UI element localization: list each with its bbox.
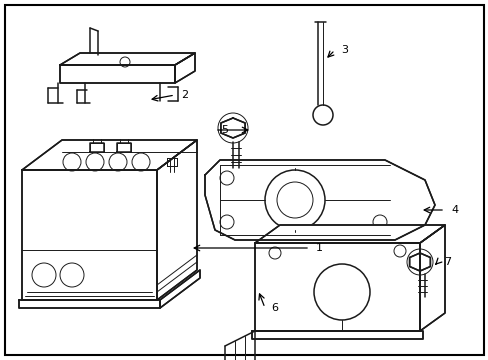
Polygon shape (221, 118, 244, 138)
Polygon shape (60, 65, 175, 83)
Text: 5: 5 (221, 125, 227, 135)
Polygon shape (254, 243, 419, 331)
Text: 2: 2 (181, 90, 188, 100)
Polygon shape (419, 225, 444, 331)
Polygon shape (175, 53, 195, 83)
Text: 7: 7 (443, 257, 450, 267)
Polygon shape (22, 170, 157, 300)
Polygon shape (251, 331, 422, 339)
Polygon shape (167, 158, 177, 166)
Polygon shape (157, 140, 197, 300)
Text: 4: 4 (450, 205, 457, 215)
Polygon shape (254, 225, 444, 243)
Text: 6: 6 (270, 303, 278, 313)
Polygon shape (409, 253, 429, 271)
Polygon shape (22, 140, 197, 170)
Polygon shape (160, 270, 200, 308)
Polygon shape (60, 53, 195, 65)
Text: 3: 3 (340, 45, 347, 55)
Polygon shape (90, 143, 104, 152)
Polygon shape (204, 160, 434, 240)
Text: 1: 1 (315, 243, 323, 253)
Polygon shape (117, 143, 131, 152)
Polygon shape (19, 300, 160, 308)
